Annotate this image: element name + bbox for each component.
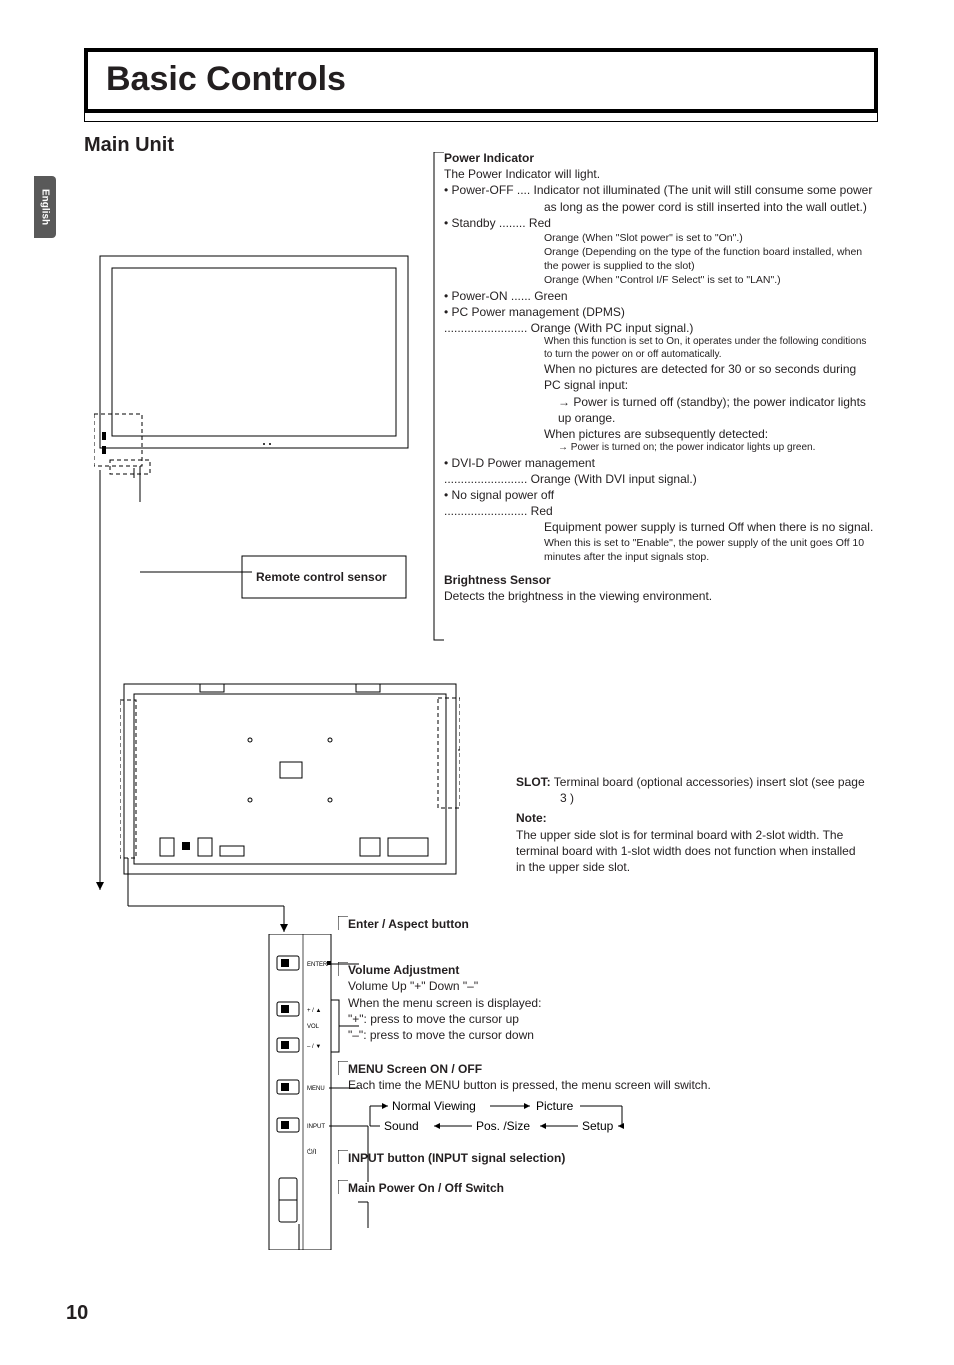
text: When no pictures are detected for 30 or … [444, 361, 874, 393]
svg-text:Picture: Picture [536, 1099, 574, 1113]
content-area: Remote control sensor Power Indicator Th… [84, 150, 878, 1270]
main-power-heading: Main Power On / Off Switch [348, 1180, 888, 1196]
note-heading: Note: [516, 810, 866, 826]
enter-aspect-heading: Enter / Aspect button [348, 917, 469, 931]
text: ......................... Orange (With P… [444, 320, 874, 336]
power-indicator-heading: Power Indicator [444, 150, 874, 166]
menu-label: MENU [307, 1086, 325, 1092]
text: "+": press to move the cursor up [348, 1011, 888, 1027]
monitor-back-illustration [120, 680, 460, 878]
title-outer-border [84, 60, 878, 122]
bracket-icon [338, 962, 348, 976]
volume-heading: Volume Adjustment [348, 962, 888, 978]
power-indicator-block: Power Indicator The Power Indicator will… [444, 150, 874, 604]
text: SLOT: Terminal board (optional accessori… [516, 774, 866, 806]
diagram-area: Remote control sensor Power Indicator Th… [84, 150, 878, 1270]
slot-text-block: SLOT: Terminal board (optional accessori… [516, 774, 866, 875]
text: When the menu screen is displayed: [348, 995, 888, 1011]
input-button-heading: INPUT button (INPUT signal selection) [348, 1150, 888, 1166]
text: Detects the brightness in the viewing en… [444, 588, 874, 604]
text: → Power is turned on; the power indicato… [444, 442, 874, 455]
leader-to-panel [126, 874, 346, 946]
vol-label: VOL [307, 1024, 320, 1030]
svg-text:Normal Viewing: Normal Viewing [392, 1099, 476, 1113]
text: Orange (Depending on the type of the fun… [444, 245, 874, 273]
bracket-icon [338, 1150, 348, 1164]
menu-flow-diagram: Normal Viewing Picture Sound Pos. /Size … [362, 1096, 682, 1136]
language-tab: English [34, 176, 56, 238]
control-labels-block: Enter / Aspect button Volume Adjustment … [348, 910, 888, 1210]
text: • PC Power management (DPMS) [444, 304, 874, 320]
text: • Power-ON ...... Green [444, 288, 874, 304]
bracket-icon [338, 916, 348, 930]
page-number: 10 [66, 1302, 88, 1325]
menu-heading: MENU Screen ON / OFF [348, 1061, 888, 1077]
text: The upper side slot is for terminal boar… [516, 827, 866, 876]
input-label: INPUT [307, 1124, 325, 1130]
brightness-heading: Brightness Sensor [444, 572, 874, 588]
text: Each time the MENU button is pressed, th… [348, 1077, 888, 1093]
text: Volume Up "+" Down "–" [348, 978, 888, 994]
text: When pictures are subsequently detected: [444, 426, 874, 442]
remote-sensor-label: Remote control sensor [256, 570, 396, 584]
text: • Power-OFF .... Indicator not illuminat… [444, 182, 874, 214]
text: ......................... Orange (With D… [444, 471, 874, 487]
minus-label: – / ▼ [307, 1044, 321, 1050]
text: Orange (When "Control I/F Select" is set… [444, 273, 874, 287]
text: When this function is set to On, it oper… [444, 336, 874, 361]
text: "–": press to move the cursor down [348, 1027, 888, 1043]
plus-label: + / ▲ [307, 1008, 321, 1014]
svg-text:Setup: Setup [582, 1119, 614, 1133]
svg-text:Sound: Sound [384, 1119, 419, 1133]
text: → Power is turned off (standby); the pow… [444, 394, 874, 426]
text: • DVI-D Power management [444, 455, 874, 471]
leader-bottom [358, 1120, 378, 1238]
bracket-icon [338, 1180, 348, 1194]
svg-text:Pos. /Size: Pos. /Size [476, 1119, 530, 1133]
enter-label: ENTER/ [307, 962, 329, 968]
text: Orange (When "Slot power" is set to "On"… [444, 231, 874, 245]
text: Equipment power supply is turned Off whe… [444, 519, 874, 535]
text: • No signal power off [444, 487, 874, 503]
text: When this is set to "Enable", the power … [444, 536, 874, 564]
bracket-icon [430, 152, 444, 654]
text: The Power Indicator will light. [444, 166, 874, 182]
bracket-icon [338, 1061, 348, 1075]
text: ......................... Red [444, 503, 874, 519]
button-panel-illustration: ENTER/ + / ▲ VOL – / ▼ MENU INPUT ⏻/I [229, 934, 359, 1250]
text: • Standby ........ Red [444, 215, 874, 231]
power-label: ⏻/I [307, 1148, 316, 1156]
